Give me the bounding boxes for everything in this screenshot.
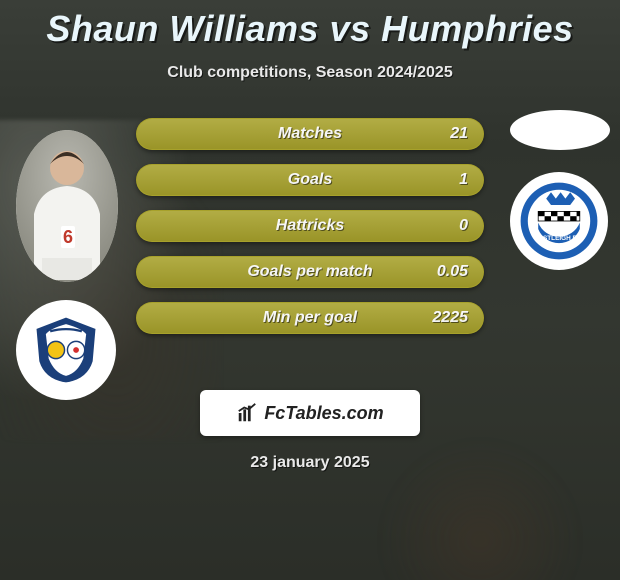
left-column: 6	[16, 130, 118, 400]
date-line: 23 january 2025	[250, 454, 369, 472]
stat-value-right: 1	[459, 171, 468, 189]
club-crest-left	[16, 300, 116, 400]
stat-label: Goals per match	[247, 263, 372, 281]
brand-chart-icon	[236, 402, 258, 424]
stat-label: Goals	[288, 171, 332, 189]
page-title: Shaun Williams vs Humphries	[46, 8, 573, 50]
stat-value-right: 0.05	[437, 263, 468, 281]
stat-row-hattricks: Hattricks 0	[136, 210, 484, 242]
player-avatar-right-placeholder	[510, 110, 610, 150]
stat-value-right: 21	[450, 125, 468, 143]
club-crest-right: EASTLEIGH F.C.	[510, 172, 608, 270]
crest-right-label: EASTLEIGH F.C.	[534, 235, 584, 242]
brand-text: FcTables.com	[264, 403, 383, 424]
crest-right-icon: EASTLEIGH F.C.	[519, 181, 599, 261]
stat-row-min-per-goal: Min per goal 2225	[136, 302, 484, 334]
stat-row-matches: Matches 21	[136, 118, 484, 150]
stat-label: Min per goal	[263, 309, 357, 327]
infographic-root: Shaun Williams vs Humphries Club competi…	[0, 0, 620, 580]
brand-box[interactable]: FcTables.com	[200, 390, 420, 436]
stat-value-right: 0	[459, 217, 468, 235]
stat-label: Hattricks	[276, 217, 344, 235]
stats-list: Matches 21 Goals 1 Hattricks 0 Goals per…	[136, 118, 484, 334]
svg-text:6: 6	[63, 227, 73, 247]
stat-row-goals-per-match: Goals per match 0.05	[136, 256, 484, 288]
stat-value-right: 2225	[432, 309, 468, 327]
player-avatar-left: 6	[16, 130, 118, 282]
subtitle: Club competitions, Season 2024/2025	[167, 64, 452, 82]
crest-left-icon	[30, 314, 102, 386]
right-column: EASTLEIGH F.C.	[510, 110, 610, 270]
player-silhouette-icon: 6	[16, 130, 118, 282]
stat-label: Matches	[278, 125, 342, 143]
stat-row-goals: Goals 1	[136, 164, 484, 196]
